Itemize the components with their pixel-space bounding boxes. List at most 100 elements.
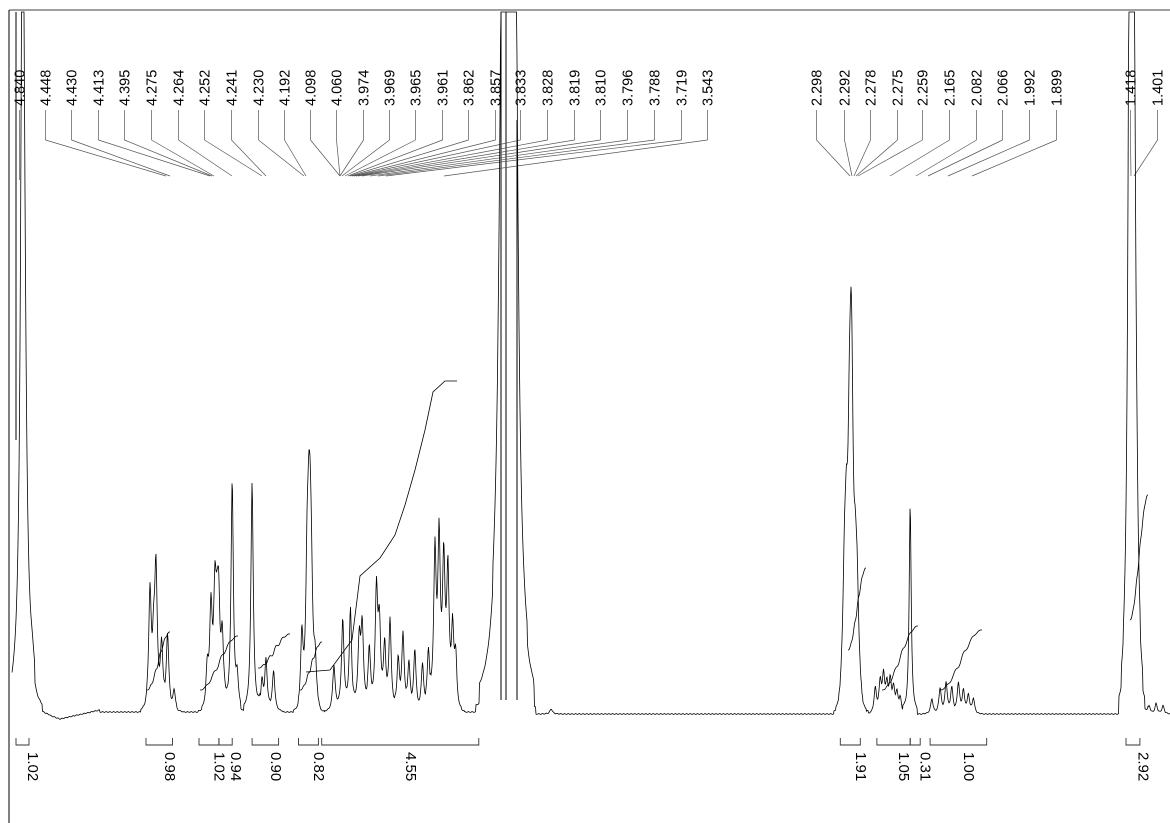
peak-label-connector	[351, 139, 496, 177]
integral-value: 1.02	[24, 752, 41, 781]
peak-label-text: 4.275	[145, 70, 161, 106]
integral: 0.31	[909, 738, 934, 781]
integral-labels: 1.02 0.98 1.02 0.94 0.90 0.82 4.55 1.91 1.05 0.31…	[15, 738, 1151, 781]
integral-bracket	[145, 738, 173, 746]
integral: 1.02	[15, 738, 41, 781]
peak-label-text: 3.961	[436, 70, 452, 106]
peak-label-text: 2.278	[864, 70, 880, 106]
integral: 0.94	[218, 738, 244, 781]
peak-label-connector	[310, 139, 341, 177]
peak-label-text: 4.413	[92, 70, 108, 106]
spectrum-trace	[11, 11, 1170, 720]
peak-label-text: 3.543	[701, 70, 717, 106]
peak-labels: 4.840 4.448 4.430 4.413 4.395 4.275 4.264 4.252…	[13, 70, 1167, 180]
integral: 1.00	[929, 738, 988, 781]
peak-label-text: 4.192	[278, 70, 294, 106]
peak-label: 3.828	[355, 70, 557, 177]
integral: 0.98	[145, 738, 178, 781]
peak-label-text: 2.292	[838, 70, 854, 106]
peak-label: 4.413	[92, 70, 211, 177]
peak-label-connector	[927, 139, 1003, 177]
peak-label: 2.292	[838, 70, 854, 177]
peak-label-connector	[347, 139, 443, 177]
integral-value: 0.90	[267, 752, 284, 781]
peak-label-text: 3.788	[648, 70, 664, 106]
integral-bracket	[929, 738, 988, 746]
peak-label-connector	[971, 139, 1057, 177]
peak-label-text: 4.395	[118, 70, 134, 106]
peak-label-connector	[1133, 139, 1158, 177]
peak-label: 3.796	[369, 70, 637, 177]
peak-label: 3.819	[357, 70, 584, 177]
peak-label-connector	[889, 139, 950, 177]
peak-label-connector	[284, 139, 307, 177]
peak-label-text: 3.857	[489, 70, 505, 106]
peak-label-text: 1.401	[1151, 70, 1167, 106]
integral-curve-8	[940, 629, 982, 691]
peak-label: 1.401	[1133, 70, 1167, 177]
peak-label-connector	[844, 139, 853, 177]
peak-label: 4.098	[304, 70, 341, 177]
peak-label-connector	[258, 139, 305, 177]
peak-label-text: 4.430	[65, 70, 81, 106]
peak-label-text: 4.448	[39, 70, 55, 106]
peak-label: 3.965	[344, 70, 425, 177]
peak-label-connector	[124, 139, 213, 177]
peak-label: 2.259	[857, 70, 932, 177]
peak-label: 3.969	[341, 70, 399, 177]
integral: 1.91	[839, 738, 869, 781]
peak-label-text: 2.275	[891, 70, 907, 106]
peak-label: 2.165	[889, 70, 959, 177]
peak-label-text: 2.298	[810, 70, 826, 106]
peak-label-connector	[361, 139, 601, 177]
peak-label: 2.278	[853, 70, 880, 177]
peak-label: 4.430	[65, 70, 171, 177]
peak-label-connector	[71, 139, 171, 177]
integral-value: 0.82	[310, 752, 327, 781]
peak-label-connector	[336, 139, 341, 177]
peak-label: 4.192	[278, 70, 307, 177]
peak-label-text: 1.899	[1050, 70, 1066, 106]
peak-label-text: 3.819	[568, 70, 584, 106]
peak-label: 4.275	[145, 70, 215, 177]
peak-label-connector	[369, 139, 628, 177]
peak-label-text: 1.418	[1124, 70, 1140, 106]
integral-value: 1.91	[852, 752, 869, 781]
peak-label: 1.899	[971, 70, 1066, 177]
integral-curve-5	[305, 380, 457, 673]
integral-curve-2	[200, 635, 238, 691]
peak-label-connector	[231, 139, 267, 177]
integral-bracket	[298, 738, 319, 746]
peak-label-text: 3.965	[409, 70, 425, 106]
integral-value: 0.98	[161, 752, 178, 781]
peak-label-text: 3.796	[621, 70, 637, 106]
peak-label-connector	[853, 139, 871, 177]
peak-label-text: 2.082	[970, 70, 986, 106]
integral-bracket	[909, 738, 921, 746]
peak-label-text: 3.969	[383, 70, 399, 106]
integral-bracket	[321, 738, 480, 746]
peak-label-text: 3.833	[514, 70, 530, 106]
peak-label: 2.066	[927, 70, 1012, 177]
peak-label-connector	[349, 139, 469, 177]
peak-label-text: 2.259	[916, 70, 932, 106]
peak-label: 3.543	[443, 70, 717, 177]
peak-label: 2.082	[915, 70, 986, 177]
peak-label-connector	[353, 139, 521, 177]
peak-label-text: 3.810	[594, 70, 610, 106]
peak-label-connector	[377, 139, 655, 177]
integral-bracket	[15, 738, 30, 746]
integral: 0.90	[251, 738, 284, 781]
peak-label-connector	[857, 139, 923, 177]
peak-label-text: 4.840	[13, 70, 29, 106]
peak-label: 4.395	[118, 70, 213, 177]
peak-label-text: 4.264	[172, 70, 188, 106]
peak-label-connector	[178, 139, 233, 177]
peak-label-text: 2.066	[996, 70, 1012, 106]
peak-label-connector	[915, 139, 977, 177]
peak-label-text: 4.252	[198, 70, 214, 106]
peak-label-connector	[385, 139, 682, 177]
peak-label: 3.974	[339, 70, 373, 177]
peak-label: 2.298	[810, 70, 851, 177]
